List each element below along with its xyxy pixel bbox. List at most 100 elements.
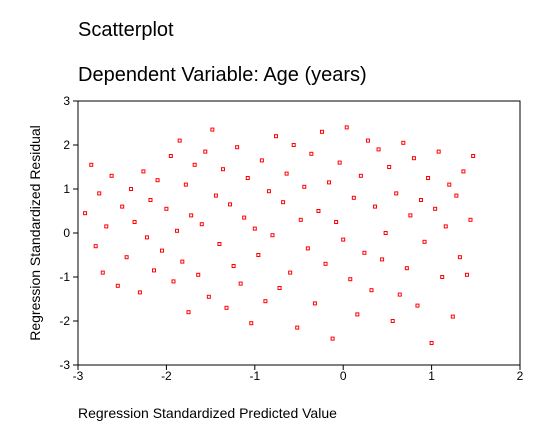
scatter-point: [341, 237, 346, 242]
scatter-point: [373, 204, 378, 209]
y-axis-label: Regression Standardized Residual: [27, 125, 43, 341]
scatter-point: [259, 158, 264, 163]
scatter-point: [168, 154, 173, 158]
scatter-point: [418, 198, 423, 202]
x-tick-label: -3: [73, 369, 84, 383]
scatter-point: [461, 169, 466, 174]
scatter-point: [334, 220, 339, 224]
scatter-point: [109, 173, 114, 178]
scatter-point: [124, 255, 129, 260]
scatter-point: [284, 171, 289, 176]
scatter-point: [256, 253, 261, 257]
scatter-point: [97, 191, 102, 196]
scatter-point: [217, 242, 222, 246]
scatter-point: [183, 182, 188, 187]
y-tick-label: 2: [63, 138, 70, 152]
scatter-point: [291, 143, 296, 147]
scatter-point: [319, 129, 324, 134]
scatter-point: [365, 138, 370, 143]
scatter-point: [376, 147, 381, 152]
scatter-point: [394, 191, 399, 196]
scatter-point: [468, 217, 473, 222]
scatter-point: [358, 173, 363, 178]
scatter-point: [238, 281, 243, 286]
scatter-point: [100, 270, 105, 275]
scatter-point: [362, 250, 367, 255]
scatter-point: [263, 299, 268, 304]
scatter-point: [199, 222, 204, 227]
scatter-point: [196, 272, 201, 277]
scatter-point: [152, 268, 157, 273]
scatter-point: [415, 303, 420, 308]
scatter-point: [316, 209, 321, 213]
scatter-point: [348, 277, 353, 282]
x-tick-label: 0: [340, 369, 347, 383]
scatter-point: [137, 290, 142, 295]
scatter-point: [120, 204, 125, 209]
scatter-point: [171, 279, 176, 284]
scatter-point: [235, 145, 240, 150]
scatter-point: [471, 154, 476, 158]
x-axis-label: Regression Standardized Predicted Value: [78, 405, 337, 421]
scatter-point: [401, 140, 406, 145]
scatter-point: [206, 294, 211, 299]
scatter-point: [115, 283, 120, 288]
scatter-point: [440, 275, 445, 279]
scatter-point: [132, 220, 137, 224]
x-tick-label: 1: [428, 369, 435, 383]
scatter-point: [274, 134, 279, 139]
scatter-point: [180, 259, 185, 264]
scatter-point: [327, 180, 332, 185]
scatter-point: [245, 176, 250, 180]
scatter-point: [228, 202, 233, 207]
scatter-point: [277, 286, 282, 290]
y-axis-ticks: 3 2 1 0 -1 -2 -3: [59, 94, 78, 372]
scatter-point: [397, 292, 402, 297]
scatter-point: [210, 127, 215, 132]
scatter-point: [186, 310, 191, 315]
scatter-point: [344, 125, 349, 130]
scatter-point: [93, 244, 98, 249]
scatter-point: [242, 215, 247, 220]
scatter-point: [383, 231, 388, 235]
scatter-point: [443, 224, 448, 229]
x-tick-label: 2: [517, 369, 524, 383]
scatter-point: [433, 206, 438, 211]
chart-title: Scatterplot: [78, 19, 174, 41]
scatter-point: [249, 321, 254, 326]
scatter-point: [295, 325, 300, 330]
scatter-point: [281, 200, 286, 205]
scatter-point: [323, 261, 328, 266]
scatter-point: [270, 233, 275, 238]
y-tick-label: -2: [59, 314, 70, 328]
scatter-point: [351, 195, 356, 200]
scatter-point: [192, 162, 197, 167]
scatter-point: [355, 312, 360, 317]
scatter-point: [302, 184, 307, 189]
scatter-point: [213, 193, 218, 198]
scatter-point: [309, 151, 314, 156]
y-tick-label: 1: [63, 182, 70, 196]
scatter-point: [104, 224, 109, 229]
scatter-point: [224, 305, 229, 310]
scatter-point: [404, 266, 409, 271]
scatter-points: [83, 125, 476, 345]
x-axis-ticks: -3 -2 -1 0 1 2: [73, 365, 524, 383]
scatter-point: [457, 255, 462, 260]
scatter-point: [175, 228, 180, 233]
y-tick-label: 3: [63, 94, 70, 108]
scatter-point: [155, 178, 160, 183]
scatter-point: [387, 165, 392, 169]
scatter-point: [422, 239, 427, 244]
scatter-point: [148, 198, 153, 202]
chart-subtitle: Dependent Variable: Age (years): [78, 64, 367, 86]
scatter-point: [426, 176, 431, 180]
scatter-point: [337, 160, 342, 165]
scatter-point: [298, 217, 303, 222]
scatter-point: [177, 138, 182, 143]
y-tick-label: -3: [59, 358, 70, 372]
scatter-point: [429, 341, 434, 345]
scatter-point: [464, 272, 469, 277]
